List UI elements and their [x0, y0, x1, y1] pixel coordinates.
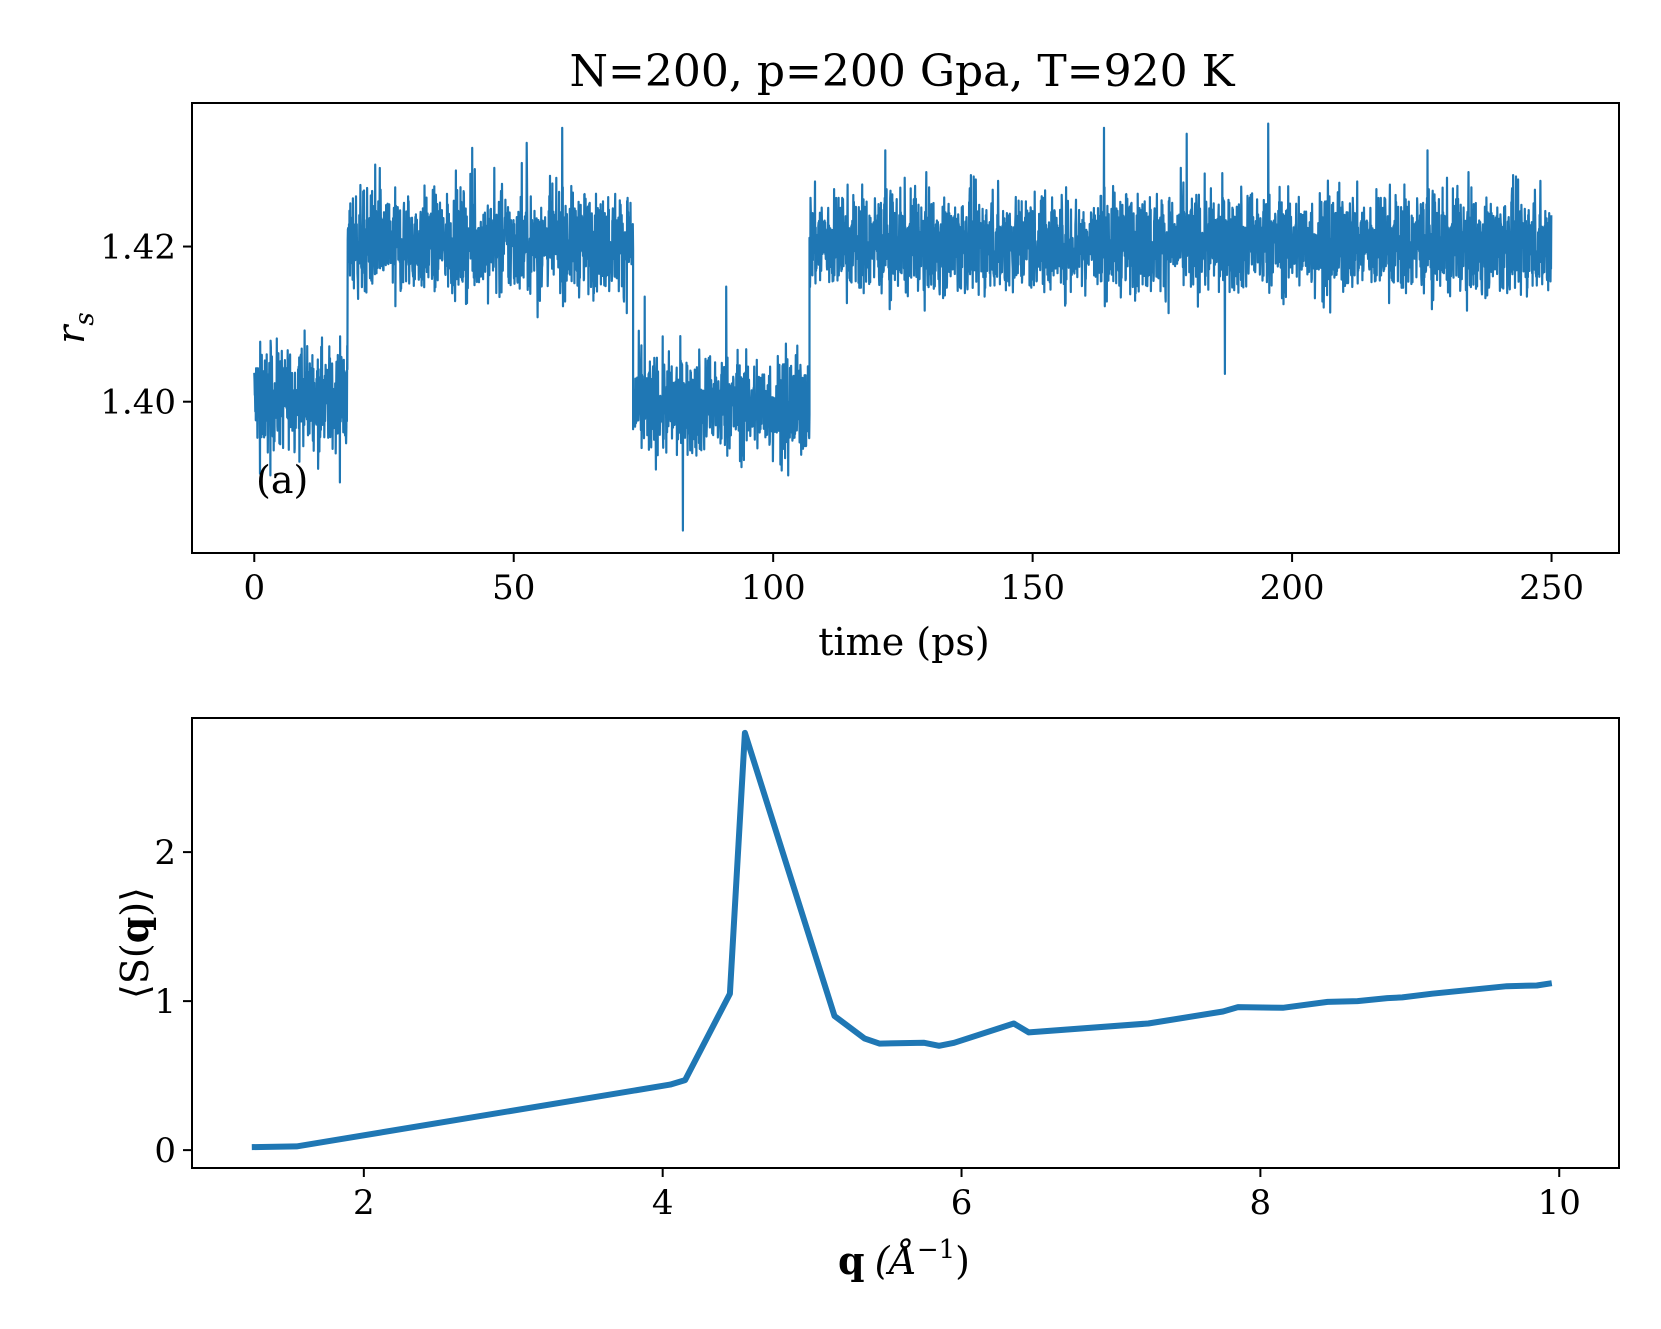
plot-area-bottom: [251, 729, 1553, 1151]
series-line-sq: [251, 729, 1553, 1151]
y-axis-label-open: ⟨S(: [113, 943, 157, 999]
y-axis-bottom: 0 1 2: [154, 833, 192, 1171]
x-axis-label-unit: (Å: [875, 1239, 917, 1283]
x-tick-label: 8: [1250, 1183, 1272, 1223]
x-axis-top: 0 50 100 150 200 250: [243, 553, 1584, 608]
panel-rs-time: N=200, p=200 Gpa, T=920 K 0 50 100 150 200 25…: [49, 46, 1620, 664]
x-tick-label: 10: [1538, 1183, 1581, 1223]
axes-frame-bottom: [191, 717, 1620, 1169]
x-tick-label: 2: [353, 1183, 375, 1223]
x-axis-bottom: 2 4 6 8 10: [353, 1168, 1581, 1223]
x-tick-label: 250: [1519, 568, 1584, 608]
axes-frame-top: [191, 102, 1620, 554]
panel-sq: 2 4 6 8 10 012 q (Å−1) ⟨S(q)⟩: [112, 717, 1620, 1283]
y-axis-label-top: rs: [49, 312, 100, 344]
y-axis-top: 1.40 1.42: [100, 228, 192, 423]
y-tick-label: 0: [154, 1131, 176, 1171]
x-axis-label-exponent: −1: [917, 1235, 955, 1265]
plot-area-top: [253, 122, 1553, 532]
x-tick-label: 4: [652, 1183, 674, 1223]
x-tick-label: 200: [1260, 568, 1325, 608]
x-axis-label-top: time (ps): [818, 620, 990, 664]
x-axis-label-bottom: q (Å−1): [838, 1235, 970, 1283]
x-tick-label: 100: [741, 568, 806, 608]
y-tick-label: 1: [154, 982, 176, 1022]
y-axis-label-bold: q: [112, 917, 157, 944]
x-tick-label: 50: [492, 568, 535, 608]
x-tick-label: 150: [1000, 568, 1065, 608]
chart-title: N=200, p=200 Gpa, T=920 K: [570, 46, 1236, 97]
y-axis-label-symbol: r: [49, 323, 93, 344]
y-tick-label: 1.42: [100, 228, 176, 268]
x-axis-label-close: ): [955, 1239, 970, 1283]
y-axis-label-close: )⟩: [113, 887, 157, 917]
y-tick-label: 2: [154, 833, 176, 873]
x-tick-label: 0: [243, 568, 265, 608]
y-axis-label-bottom: ⟨S(q)⟩: [112, 887, 157, 999]
panel-annotation-a: (a): [256, 458, 308, 502]
x-axis-label-symbol: q: [838, 1238, 865, 1283]
x-tick-label: 6: [951, 1183, 973, 1223]
y-axis-label-subscript: s: [70, 312, 100, 325]
y-tick-label: 1.40: [100, 383, 176, 423]
series-line-rs: [253, 122, 1553, 532]
